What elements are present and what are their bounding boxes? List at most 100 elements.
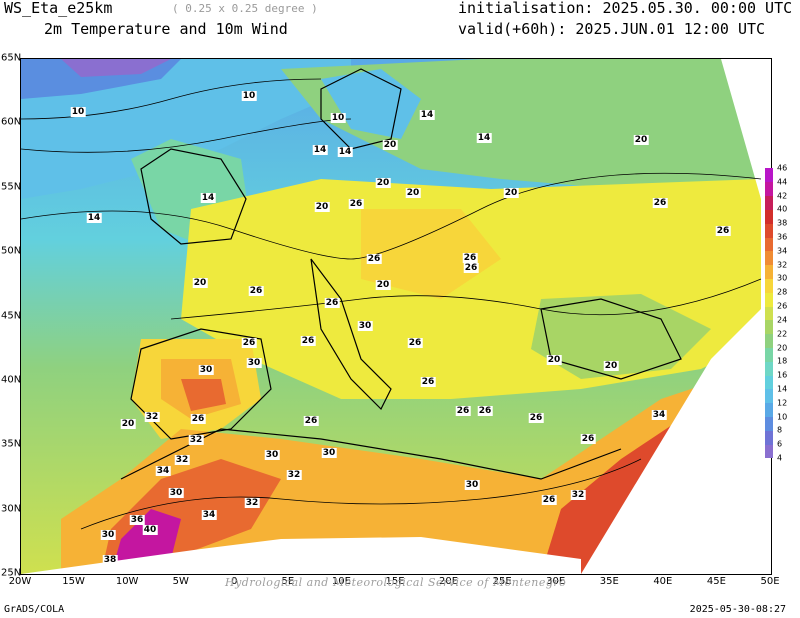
isotherm-label: 26 xyxy=(407,338,423,348)
lat-label: 65N xyxy=(1,52,22,64)
colorbar-segment xyxy=(765,264,773,279)
colorbar-label: 18 xyxy=(777,356,788,366)
isotherm-label: 14 xyxy=(337,147,353,157)
isotherm-label: 34 xyxy=(651,410,667,420)
initialisation-time: initialisation: 2025.05.30. 00:00 UTC xyxy=(458,0,793,17)
isotherm-label: 20 xyxy=(192,278,208,288)
isotherm-label: 30 xyxy=(357,321,373,331)
isotherm-label: 30 xyxy=(464,480,480,490)
lon-label: 30E xyxy=(546,576,566,587)
zone-black-sea xyxy=(531,294,711,379)
temperature-colorbar: 4 6 8 10 12 14 16 18 20 22 24 26 28 30 32 34 36 38 40 42 44 4… xyxy=(765,164,799,463)
isotherm-label: 38 xyxy=(102,555,118,565)
zone-germany-warm xyxy=(361,209,501,299)
colorbar-segment xyxy=(765,388,773,404)
colorbar-label: 28 xyxy=(777,287,788,297)
colorbar-segment xyxy=(765,250,773,266)
isotherm-label: 30 xyxy=(168,488,184,498)
isotherm-label: 26 xyxy=(241,338,257,348)
isotherm-label: 10 xyxy=(330,113,346,123)
isotherm-label: 20 xyxy=(120,419,136,429)
isotherm-label: 40 xyxy=(142,525,158,535)
lon-label: 10E xyxy=(331,576,351,587)
colorbar-segment xyxy=(765,181,773,197)
isotherm-label: 20 xyxy=(375,280,391,290)
isotherm-label: 14 xyxy=(86,213,102,223)
isotherm-label: 26 xyxy=(420,377,436,387)
colorbar-label: 26 xyxy=(777,301,788,311)
isotherm-label: 32 xyxy=(244,498,260,508)
zone-iberia-hotter xyxy=(181,379,226,411)
colorbar-segment xyxy=(765,333,773,348)
isotherm-label: 10 xyxy=(241,91,257,101)
isotherm-label: 20 xyxy=(314,202,330,212)
colorbar-label: 46 xyxy=(777,163,788,173)
coastline-iberia xyxy=(130,328,272,440)
lat-label: 45N xyxy=(1,310,22,321)
zone-coldest xyxy=(61,59,171,77)
isotherm-label: 14 xyxy=(476,133,492,143)
colorbar-segment xyxy=(765,361,773,376)
isotherm-label: 30 xyxy=(198,365,214,375)
lat-label: 25N xyxy=(1,567,22,579)
lat-label: 50N xyxy=(1,245,22,257)
isotherm-26 xyxy=(170,278,762,320)
isotherm-label: 26 xyxy=(455,406,471,416)
map-svg xyxy=(21,59,771,574)
isotherm-20 xyxy=(21,172,762,260)
isotherm-label: 26 xyxy=(190,414,206,424)
lon-label: 15E xyxy=(385,576,405,587)
lat-label: 40N xyxy=(1,374,22,386)
coastline-north-africa xyxy=(120,428,622,480)
field-title: 2m Temperature and 10m Wind xyxy=(44,20,288,38)
temperature-map xyxy=(20,58,772,575)
isotherm-30 xyxy=(80,458,642,530)
isotherm-label: 34 xyxy=(155,466,171,476)
isotherm-label: 26 xyxy=(477,406,493,416)
colorbar-label: 36 xyxy=(777,232,788,242)
colorbar-label: 32 xyxy=(777,260,788,270)
isotherm-label: 26 xyxy=(300,336,316,346)
lat-label: 55N xyxy=(1,181,22,193)
colorbar-segment xyxy=(765,430,773,445)
isotherm-label: 20 xyxy=(633,135,649,145)
lon-label: 35E xyxy=(599,576,619,587)
isotherm-label: 30 xyxy=(100,530,116,540)
isotherm-label: 26 xyxy=(248,286,264,296)
outside-domain-east xyxy=(581,59,771,574)
colorbar-segment xyxy=(765,416,773,431)
isotherm-label: 26 xyxy=(462,253,478,263)
colorbar-label: 42 xyxy=(777,191,788,201)
colorbar-segment xyxy=(765,195,773,210)
isotherm-label: 36 xyxy=(129,515,145,525)
colorbar-label: 4 xyxy=(777,453,783,463)
colorbar-segment xyxy=(765,292,773,307)
isotherm-14 xyxy=(21,118,352,153)
isotherm-label: 14 xyxy=(312,145,328,155)
lon-label: 10W xyxy=(115,576,139,587)
colorbar-segment xyxy=(765,168,773,183)
zone-cool-north xyxy=(21,59,351,199)
lon-label: 25E xyxy=(492,576,512,587)
isotherm-label: 26 xyxy=(303,416,319,426)
isotherm-label: 10 xyxy=(70,107,86,117)
isotherm-label: 20 xyxy=(603,361,619,371)
colorbar-label: 16 xyxy=(777,370,788,380)
lon-label: 5E xyxy=(281,576,295,587)
lat-label: 35N xyxy=(1,438,22,450)
lon-label: 15W xyxy=(62,576,85,587)
lon-label: 40E xyxy=(653,576,673,587)
isotherm-label: 26 xyxy=(463,263,479,273)
isotherm-label: 32 xyxy=(188,435,204,445)
isotherm-label: 20 xyxy=(375,178,391,188)
isotherm-label: 20 xyxy=(405,188,421,198)
isotherm-label: 20 xyxy=(546,355,562,365)
isotherm-label: 30 xyxy=(321,448,337,458)
lat-label: 30N xyxy=(1,503,22,515)
lon-label: 20W xyxy=(8,576,32,587)
colorbar-label: 38 xyxy=(777,218,788,228)
isotherm-label: 14 xyxy=(419,110,435,120)
isotherm-label: 26 xyxy=(366,254,382,264)
colorbar-label: 40 xyxy=(777,204,788,214)
colorbar-label: 30 xyxy=(777,273,788,283)
